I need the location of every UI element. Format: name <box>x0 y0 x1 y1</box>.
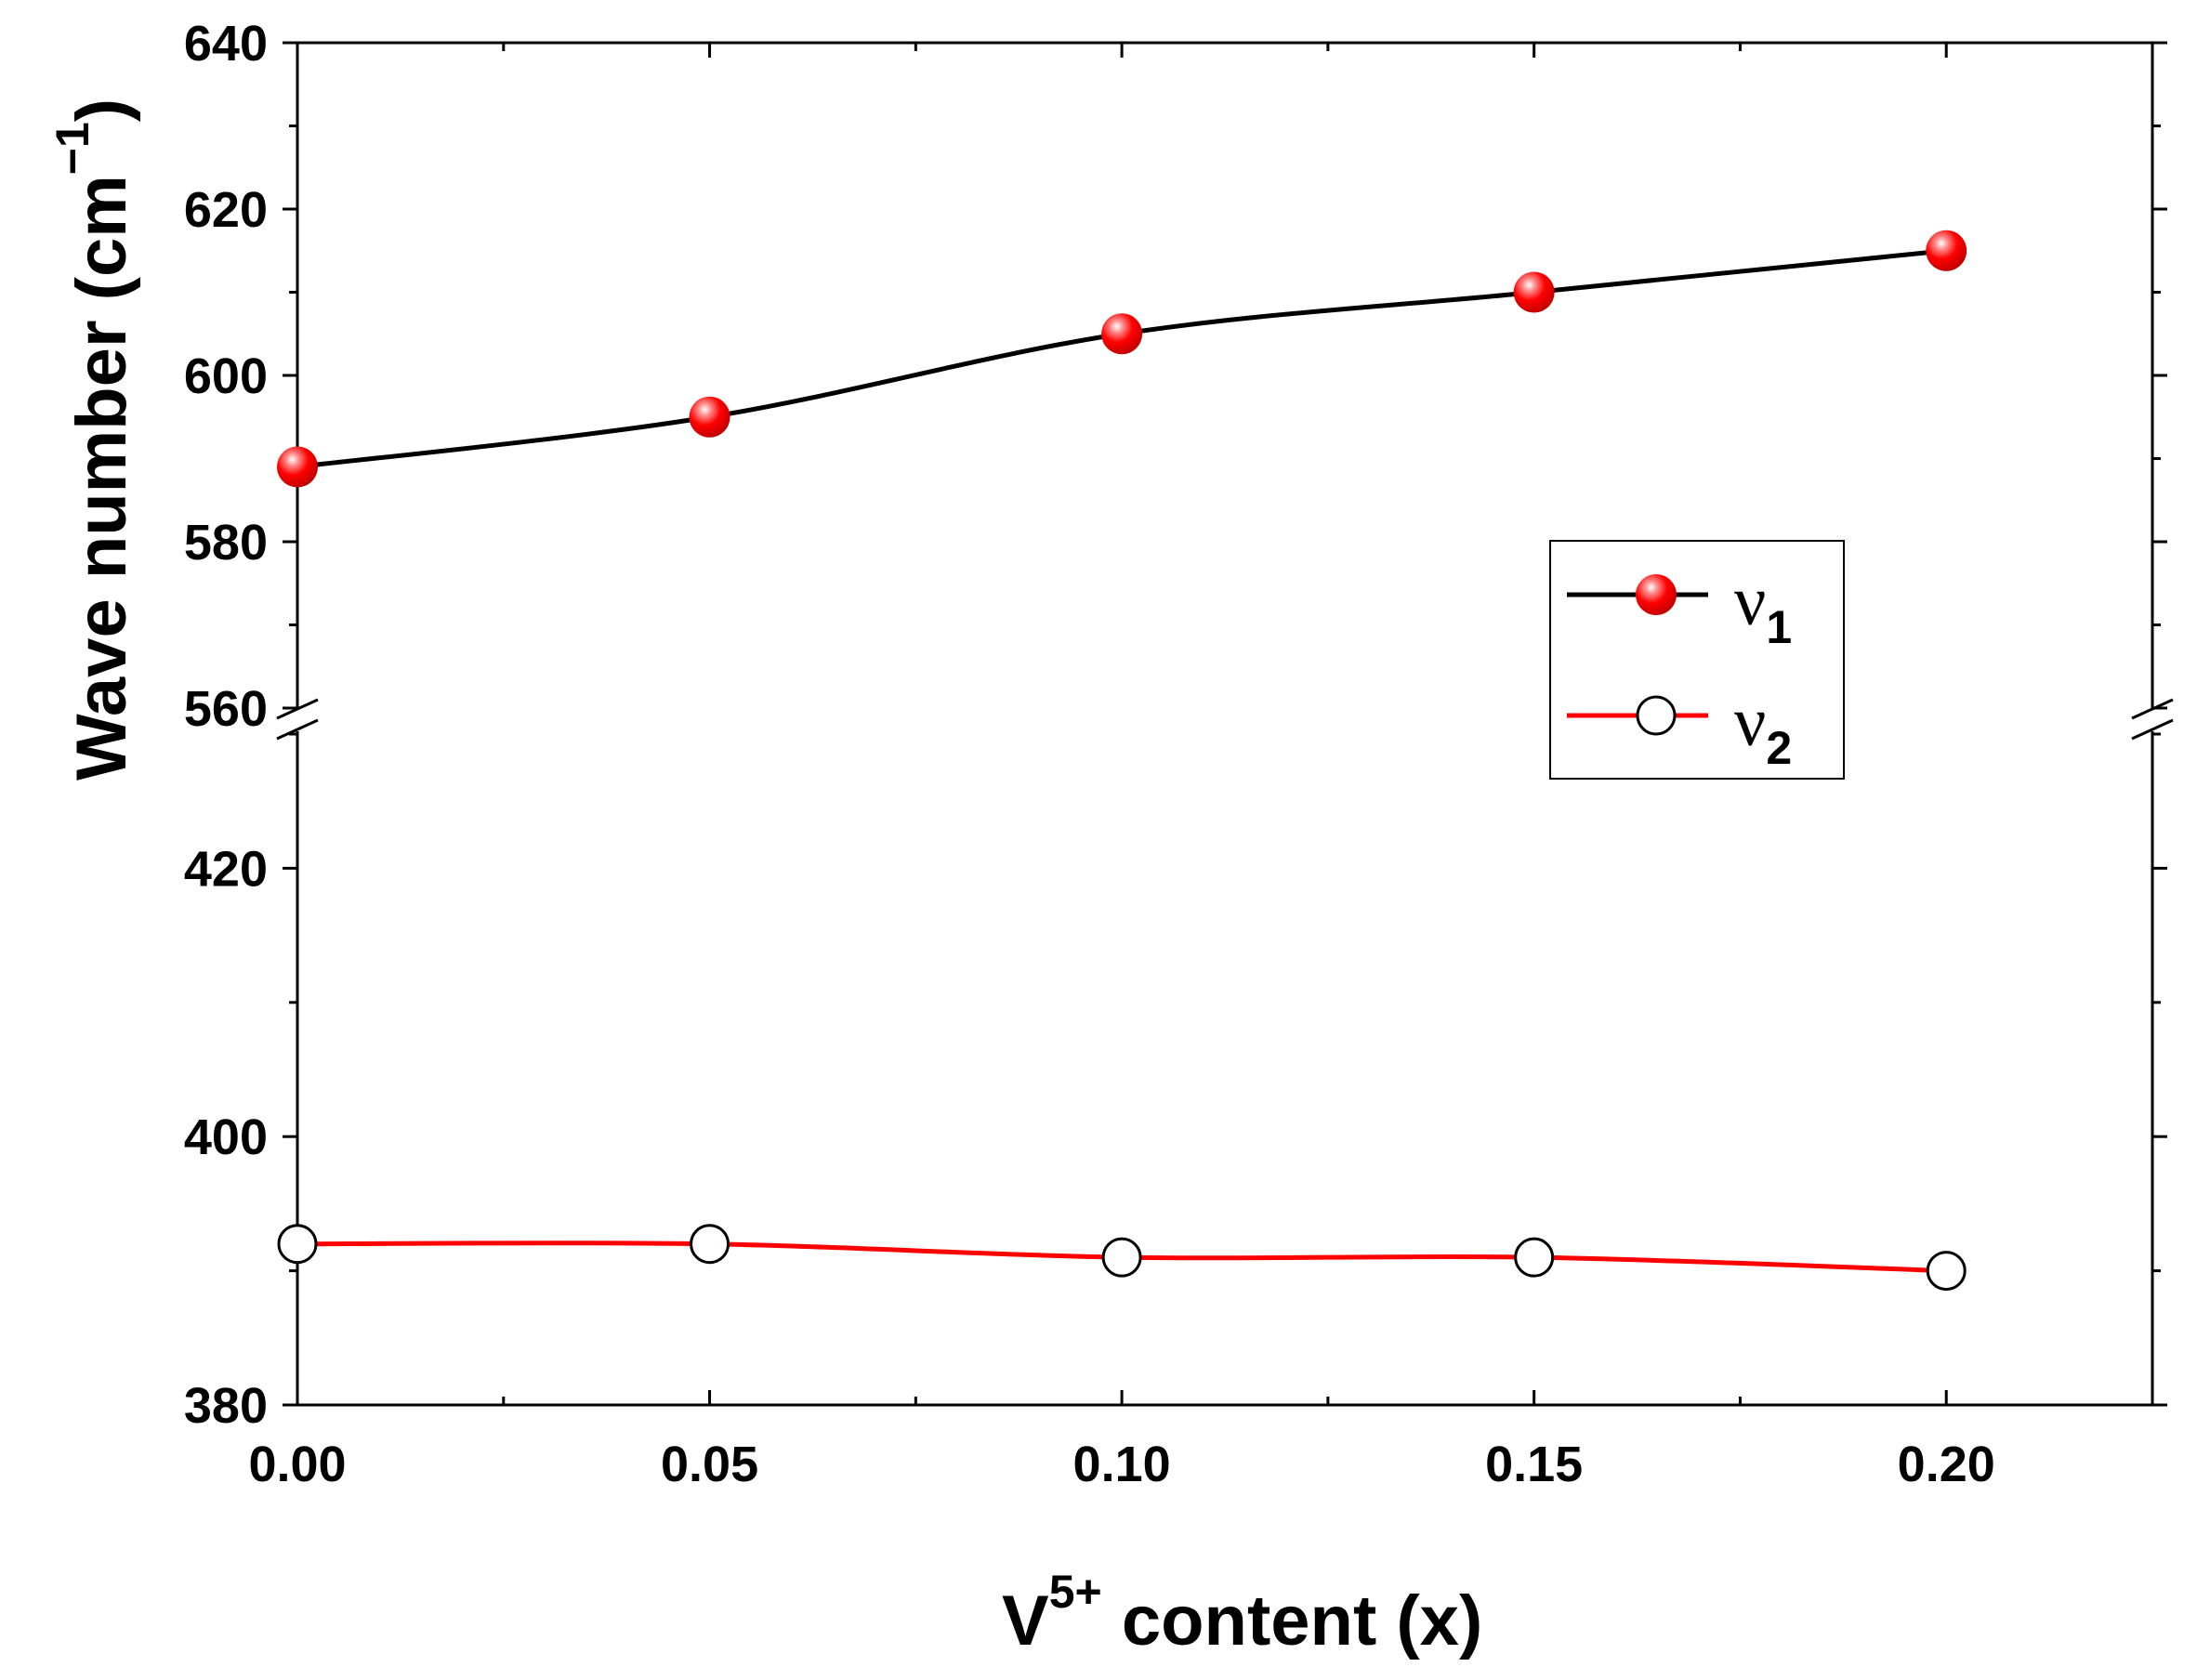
legend-entry-nu1: ν1 <box>1567 562 1792 653</box>
y-tick-label: 600 <box>184 348 268 404</box>
y-axis-title-sup: −1 <box>46 122 99 175</box>
legend: ν1 ν2 <box>1549 540 1845 780</box>
x-axis-title-rest: content (x) <box>1102 1582 1483 1660</box>
legend-label-nu1-base: ν <box>1734 562 1766 640</box>
series-layer <box>277 230 1967 1292</box>
data-point-series-1 <box>277 446 318 488</box>
y-tick-label: 380 <box>184 1378 268 1434</box>
svg-text:V5+ content (x): V5+ content (x) <box>1002 1566 1482 1660</box>
data-point-series-2 <box>1101 1237 1142 1278</box>
axis-break-mark-left-2 <box>276 718 319 741</box>
y-tick-label: 420 <box>184 841 268 897</box>
legend-box <box>1549 540 1845 780</box>
x-tick-label: 0.15 <box>1485 1437 1583 1492</box>
y-tick-label: 560 <box>184 681 268 737</box>
y-tick-label: 620 <box>184 182 268 238</box>
legend-marker-nu1 <box>1636 574 1677 615</box>
x-tick-label: 0.10 <box>1073 1437 1171 1492</box>
data-point-series-2 <box>277 1224 318 1265</box>
data-point-series-1 <box>1513 271 1555 313</box>
x-tick-label: 0.00 <box>248 1437 346 1492</box>
data-point-series-2 <box>1514 1237 1555 1278</box>
data-point-series-2 <box>690 1224 730 1265</box>
y-axis-title: Wave number (cm−1) <box>46 98 141 781</box>
data-point-series-2 <box>1926 1251 1967 1292</box>
y-axis-title-main: Wave number (cm <box>62 175 141 781</box>
x-axis-title: V5+ content (x) <box>1002 1566 1482 1660</box>
series-line-1 <box>296 248 1947 469</box>
svg-text:Wave number (cm−1): Wave number (cm−1) <box>46 98 141 781</box>
axis-break-mark-right-2 <box>2131 718 2174 741</box>
x-tick-label: 0.20 <box>1898 1437 1995 1492</box>
series-1 <box>277 230 1967 488</box>
data-point-series-1 <box>1101 313 1143 355</box>
x-axis-title-main: V <box>1002 1582 1049 1660</box>
x-tick-label: 0.05 <box>661 1437 758 1492</box>
legend-entry-nu2: ν2 <box>1567 683 1792 774</box>
y-tick-label: 640 <box>184 16 268 72</box>
y-axis-title-close: ) <box>62 98 141 122</box>
y-tick-label: 400 <box>184 1109 268 1165</box>
x-axis-title-sup: 5+ <box>1049 1566 1102 1618</box>
legend-label-nu1-sub: 1 <box>1766 601 1792 653</box>
legend-label-nu2-sub: 2 <box>1766 722 1792 774</box>
y-tick-label: 580 <box>184 515 268 571</box>
legend-label-nu2-base: ν <box>1734 683 1766 761</box>
plot-frame <box>276 41 2174 1407</box>
axis-ticks <box>283 41 2167 1407</box>
svg-text:ν1: ν1 <box>1734 562 1792 653</box>
legend-marker-nu2 <box>1636 695 1677 736</box>
tick-labels: 0.00 0.05 0.10 0.15 0.20 380 400 420 560 580 600 62… <box>184 16 1995 1492</box>
svg-text:ν2: ν2 <box>1734 683 1792 774</box>
data-point-series-1 <box>689 396 730 438</box>
series-2 <box>277 1224 1967 1292</box>
data-point-series-1 <box>1926 230 1967 271</box>
